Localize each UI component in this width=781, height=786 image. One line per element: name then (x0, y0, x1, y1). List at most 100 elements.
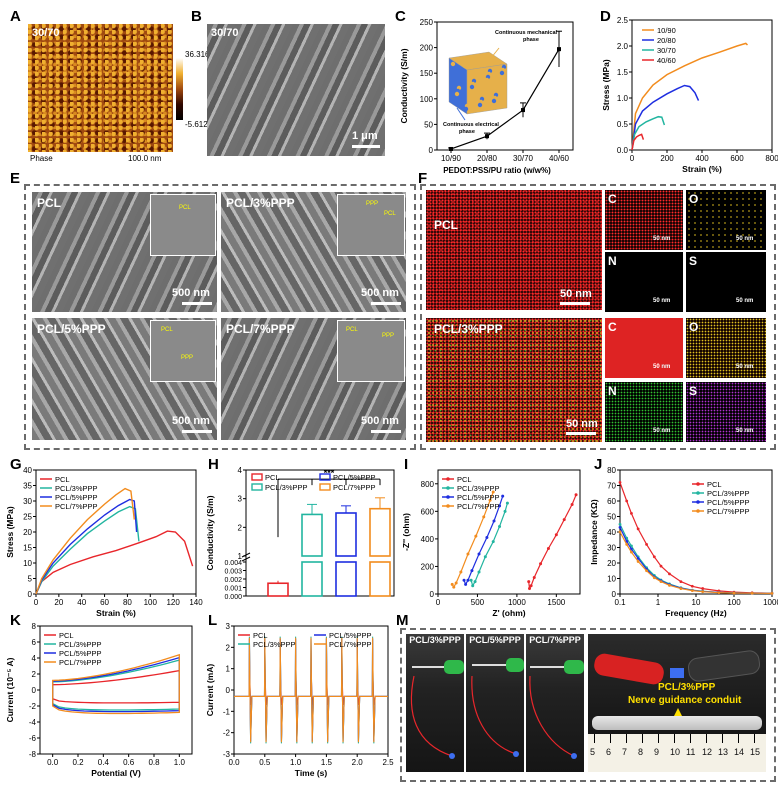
y-tick-label: -8 (29, 750, 37, 759)
tile-inset: PCL PPP (337, 320, 405, 382)
photo-label: PCL/5%PPP (469, 635, 521, 645)
legend-label: PCL/7%PPP (55, 502, 98, 511)
x-tick-label: 0 (630, 154, 635, 163)
x-tick-label: 1.5 (321, 758, 333, 767)
y-tick-label: 0.002 (224, 577, 242, 584)
legend-label: 40/60 (657, 56, 676, 65)
data-point (570, 502, 574, 506)
data-point (501, 494, 505, 498)
legend-swatch (251, 483, 263, 491)
ruler-number: 5 (590, 747, 596, 757)
tile-scale-bar (182, 302, 212, 305)
panel-label-l: L (208, 612, 218, 629)
legend-marker (446, 486, 450, 490)
data-point (701, 590, 705, 594)
data-point (474, 534, 478, 538)
data-point (618, 522, 622, 526)
x-tick-label: 80 (123, 598, 132, 607)
series-line (35, 487, 135, 595)
data-point (469, 578, 473, 582)
data-point (625, 499, 629, 503)
legend-marker (696, 491, 700, 495)
glove (564, 660, 584, 674)
panel-e-frame (24, 184, 416, 450)
panel-m-frame (400, 628, 776, 782)
y-tick-label: 3 (238, 495, 243, 504)
y-tick-label: -4 (29, 718, 37, 727)
element-label: O (689, 320, 699, 334)
y-tick-label: 60 (607, 497, 616, 506)
conduit-sample-label: PCL/3%PPP (658, 682, 716, 693)
y-axis-label: Impedance (KΩ) (589, 499, 599, 565)
circuit-wire (529, 675, 577, 759)
panel-label-j: J (594, 456, 603, 473)
alligator-clip-black (686, 649, 762, 683)
legend-label: PCL (457, 475, 472, 484)
y-tick-label: 1 (226, 665, 231, 674)
cube-texture (454, 91, 460, 97)
cube-texture (477, 102, 483, 108)
ruler-number: 7 (622, 747, 628, 757)
y-tick-label: -2 (29, 702, 37, 711)
inset-tag: PCL (384, 211, 396, 217)
legend-label: PCL/5%PPP (333, 473, 376, 482)
y-axis-label: Current (mA) (205, 664, 215, 717)
x-axis-label: Z' (ohm) (492, 608, 525, 618)
data-point (645, 569, 648, 573)
eds-c-pcl: C 50 nm (605, 190, 683, 250)
legend-label: PCL/3%PPP (59, 640, 102, 649)
tile-label: PCL/5%PPP (37, 322, 106, 336)
data-point (532, 575, 536, 579)
legend-marker (446, 504, 450, 508)
legend-label: PCL/7%PPP (333, 483, 376, 492)
y-tick-label: 20 (607, 559, 616, 568)
eds-scale: 50 nm (560, 288, 592, 300)
label-mech-line2: phase (523, 37, 539, 43)
chart-stress-strain-ppp: 0 20 40 60 80 100 120 140 0 5 10 15 20 25 30 35 40 Strain… (5, 466, 203, 618)
series-line (470, 502, 508, 588)
data-point (483, 555, 487, 559)
y-tick-label: 8 (32, 622, 37, 631)
y-tick-label: 200 (421, 562, 435, 571)
data-point (546, 547, 550, 551)
panel-label-b: B (191, 8, 202, 25)
data-point (690, 584, 694, 588)
element-scale: 50 nm (736, 236, 754, 242)
x-tick-label: 20/80 (477, 154, 498, 163)
y-tick-label: 10 (607, 575, 616, 584)
data-point (492, 519, 496, 523)
series-line (35, 530, 194, 595)
legend-label: PCL/3%PPP (707, 489, 750, 498)
cube-illustration (448, 51, 508, 115)
data-point (659, 564, 663, 568)
x-tick-label: 1000 (508, 598, 526, 607)
sem-tile-pcl7: PCL/7%PPP PCL PPP 500 nm (221, 318, 406, 440)
ruler-number: 15 (750, 747, 761, 757)
ruler-number: 6 (606, 747, 612, 757)
panel-label-h: H (208, 456, 219, 473)
photo-pcl3: PCL/3%PPP (406, 634, 464, 772)
conduit-label: Nerve guidance conduit (628, 695, 742, 706)
data-point (668, 583, 671, 587)
x-axis-label: Strain (%) (96, 608, 136, 618)
data-point (732, 591, 736, 595)
y-tick-label: 20 (23, 528, 32, 537)
ruler: 5 6 7 8 9 10 11 12 13 14 15 (588, 734, 766, 772)
eds-map-pcl3: PCL/3%PPP 50 nm (426, 318, 602, 442)
bar (301, 513, 323, 557)
data-point (466, 578, 470, 582)
element-label: C (608, 192, 617, 206)
x-tick-label: 0.2 (72, 758, 84, 767)
tile-scale-bar (371, 430, 401, 433)
x-tick-label: 1000 (763, 598, 778, 607)
y-tick-label: 30 (23, 497, 32, 506)
afm-scale-label: 100.0 nm (128, 154, 162, 163)
data-point (630, 544, 633, 548)
chart-stress-strain-ratio: 0 200 400 600 800 0.0 0.5 1.0 1.5 2.0 2.5 Strain (%… (601, 16, 778, 174)
photo-conduit: PCL/3%PPP Nerve guidance conduit 5 6 7 8 9 10… (588, 634, 766, 772)
y-tick-label: -2 (223, 729, 231, 738)
eds-label: PCL/3%PPP (434, 322, 503, 336)
plot-frame (437, 469, 581, 595)
inset-tag: PPP (181, 355, 194, 361)
data-point (557, 47, 561, 52)
